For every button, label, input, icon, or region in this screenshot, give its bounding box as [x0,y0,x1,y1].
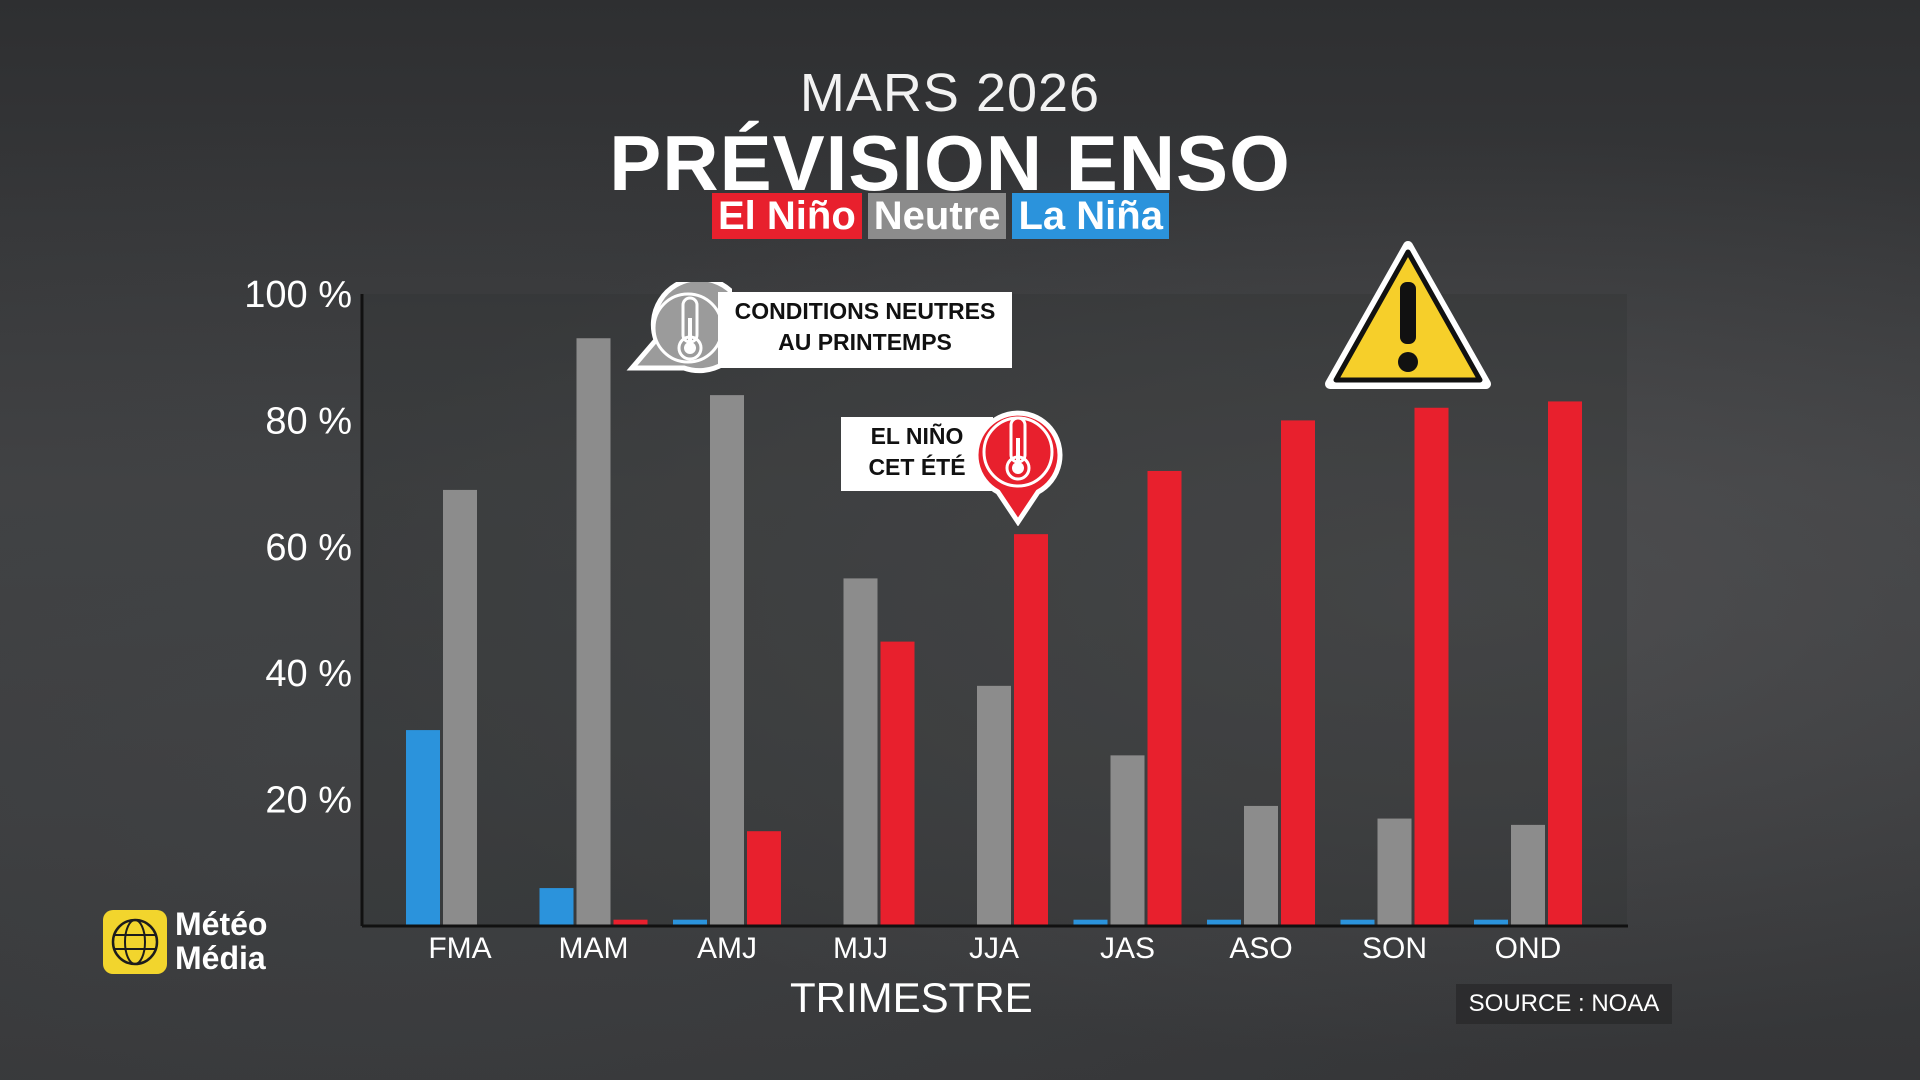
bar-neutre-jas [1110,755,1145,926]
bar-lania-jas [1073,919,1108,926]
x-tick-label: JAS [1100,932,1155,965]
y-tick-label: 100 % [244,274,352,316]
el-nino-callout-line2: CET ÉTÉ [868,454,966,480]
bar-neutre-aso [1244,805,1278,926]
neutral-callout-line2: AU PRINTEMPS [778,329,952,355]
brand-line2: Média [175,940,266,976]
x-tick-label: AMJ [697,932,757,965]
globe-logo-icon [103,910,167,974]
x-tick-label: FMA [428,932,491,965]
legend-el-nino: El Niño [712,193,862,239]
y-tick-label: 40 % [265,653,352,695]
bar-lania-mam [539,888,574,926]
chart-title: PRÉVISION ENSO [609,119,1291,207]
x-axis-label: TRIMESTRE [790,974,1033,1021]
bar-lania-son [1340,919,1375,926]
bar-neutre-jja [977,685,1011,926]
bar-elnio-ond [1548,401,1582,926]
bar-elnio-son [1414,407,1449,926]
bar-elnio-aso [1281,420,1315,926]
warning-icon [1325,241,1491,389]
x-tick-label: OND [1495,932,1562,965]
bar-neutre-son [1377,818,1412,926]
y-tick-label: 80 % [265,400,352,442]
forecast-date: MARS 2026 [799,63,1101,123]
bar-neutre-mam [576,338,611,926]
brand-name: Météo Média [175,907,267,975]
el-nino-callout-line1: EL NIÑO [870,423,964,449]
y-axis-ticks: 20 % 40 % 60 % 80 % 100 % [244,274,352,822]
bar-elnio-jas [1147,470,1182,926]
y-tick-label: 60 % [265,527,352,569]
thermometer-icon [1005,416,1031,481]
bar-elnio-mjj [880,641,915,926]
bar-lania-ond [1474,919,1508,926]
x-axis-ticks: FMA MAM AMJ MJJ JJA JAS ASO SON OND [428,932,1561,965]
bars [406,338,1582,926]
thermometer-icon [677,296,703,361]
bar-elnio-jja [1014,534,1048,926]
bar-neutre-mjj [843,578,878,926]
x-tick-label: MJJ [833,932,888,965]
el-nino-callout: EL NIÑO CET ÉTÉ [841,417,993,491]
bar-lania-fma [406,730,440,926]
neutral-callout: CONDITIONS NEUTRES AU PRINTEMPS [718,292,1012,368]
source-badge: SOURCE : NOAA [1456,984,1672,1024]
bar-elnio-amj [747,831,781,926]
bar-neutre-fma [443,489,477,926]
x-tick-label: JJA [969,932,1019,965]
x-tick-label: MAM [559,932,629,965]
legend-neutre: Neutre [867,193,1007,239]
bar-lania-amj [673,919,707,926]
bar-neutre-amj [710,395,744,926]
legend-la-nina: La Niña [1012,193,1169,239]
x-tick-label: SON [1362,932,1427,965]
neutral-callout-line1: CONDITIONS NEUTRES [734,298,996,324]
bar-lania-aso [1207,919,1241,926]
bar-neutre-ond [1511,824,1545,926]
x-tick-label: ASO [1229,932,1292,965]
legend: El Niño Neutre La Niña [712,193,1169,239]
meteomedia-logo: Météo Média [102,907,282,977]
y-tick-label: 20 % [265,780,352,822]
brand-line1: Météo [175,906,268,942]
bar-elnio-mam [613,919,648,926]
